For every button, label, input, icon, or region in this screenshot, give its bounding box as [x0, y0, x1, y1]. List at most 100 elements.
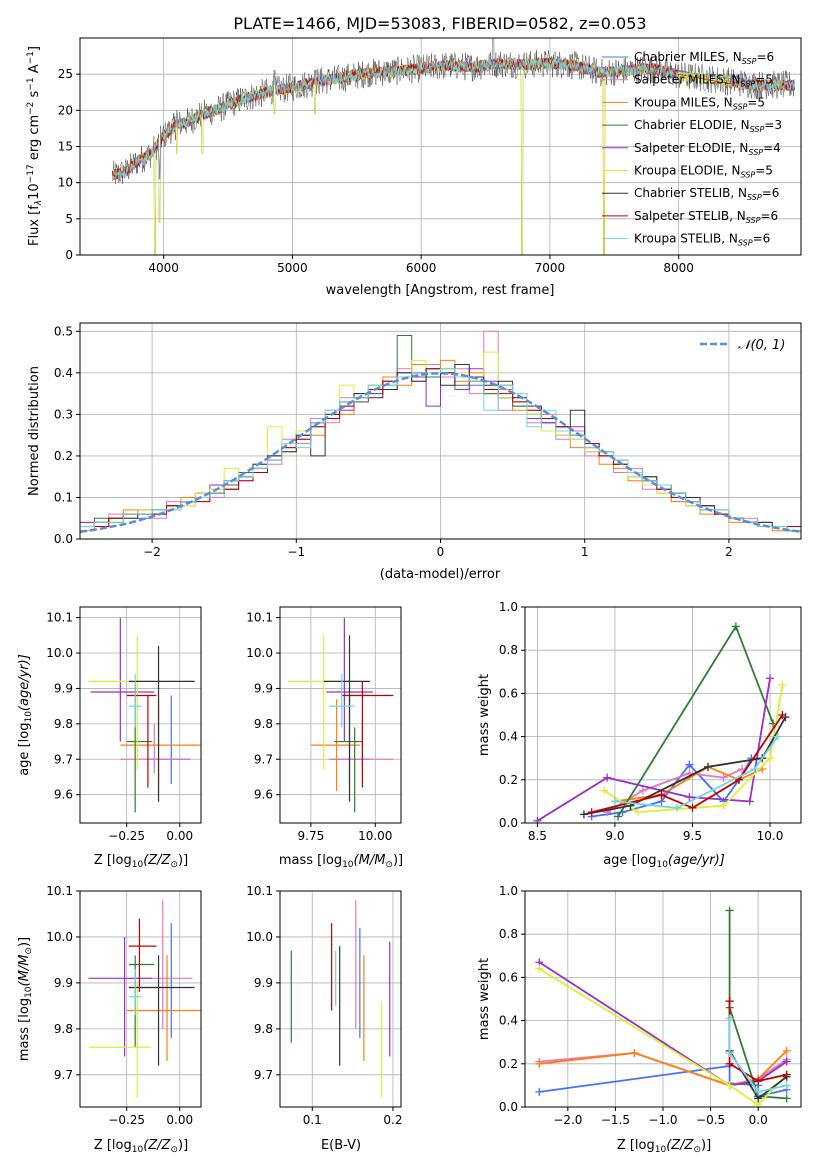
tick-label-x: 0.00 [166, 1113, 193, 1127]
spectrum-ticks: 4000 5000 6000 7000 8000 0 5 10 15 20 25 [58, 67, 694, 275]
legend-label: Kroupa MILES, NSSP=5 [634, 95, 765, 111]
legend-label-text: Kroupa ELODIE, N [634, 164, 741, 178]
mass-vs-Z-xlabel-end: )] [178, 1138, 188, 1153]
legend-label-sub: SSP [750, 125, 765, 134]
plus-marker [535, 1059, 544, 1068]
legend-label-text: Chabrier MILES, N [634, 50, 742, 64]
tick-label-y: 0 [65, 248, 73, 262]
plus-marker [579, 810, 588, 819]
tick-label-x: 0.1 [303, 1113, 322, 1127]
tick-label-y: 0.6 [499, 686, 518, 700]
tick-label-x: −1.5 [601, 1113, 630, 1127]
age-vs-Z-ylabel-main: age [log [17, 723, 32, 776]
tick-label-y: 0.0 [499, 816, 518, 830]
tick-label-x: −2 [143, 545, 161, 559]
tick-label-y: 20 [58, 103, 73, 117]
legend-label-sub: SSP [741, 171, 756, 180]
weight-line-5 [538, 968, 788, 1106]
legend-label: Chabrier ELODIE, NSSP=3 [634, 118, 782, 134]
mass-vs-Z-points [88, 900, 201, 1098]
spectrum-title: PLATE=1466, MJD=53083, FIBERID=0582, z=0… [233, 14, 646, 33]
plus-marker [778, 711, 787, 719]
plus-marker [657, 790, 666, 799]
mass-vs-Z-frame [79, 890, 202, 1108]
legend-label-val: =6 [760, 209, 778, 223]
mass-vs-ebv-points [290, 900, 391, 1098]
age-vs-Z-frame [79, 606, 202, 824]
mass-vs-ebv-ticks: 0.1 0.2 9.7 9.8 9.9 10.0 10.1 [246, 884, 402, 1127]
tick-label-y: 25 [58, 67, 73, 81]
age-vs-Z-xlabel-rest: (Z/Z [143, 853, 171, 868]
age-vs-Z-ylabel-rest: (age/yr)] [17, 654, 32, 711]
spectrum-ylabel-rest3: s [27, 90, 42, 101]
plus-marker [533, 816, 542, 823]
plus-marker [778, 680, 787, 689]
tick-label-x: −0.5 [696, 1113, 725, 1127]
spectrum-ylabel-exp2: −2 [26, 102, 36, 115]
legend-label: Salpeter STELIB, NSSP=6 [634, 209, 778, 225]
tick-label-y: 0.4 [54, 366, 73, 380]
plus-marker [685, 793, 694, 802]
weight-vs-age-xlabel-main: age [log [603, 853, 656, 868]
mass-vs-Z-grid [80, 890, 201, 1107]
plus-marker [725, 1049, 734, 1057]
tick-label-y: 9.9 [54, 976, 73, 990]
plus-marker [731, 622, 740, 631]
weight-line-5 [603, 684, 784, 814]
age-vs-mass-xlabel-sub: 10 [342, 860, 354, 870]
legend-label-val: =5 [747, 95, 765, 109]
weight-vs-Z-xlabel-sub: 10 [655, 1145, 667, 1155]
tick-label-x: 8.5 [528, 829, 547, 843]
residuals-grid [80, 323, 801, 540]
legend-label: Kroupa STELIB, NSSP=6 [634, 232, 770, 248]
legend-label-text: Salpeter MILES, N [634, 73, 741, 87]
age-vs-Z-grid [80, 607, 201, 823]
legend-label-sub: SSP [746, 216, 761, 225]
plus-marker [782, 1070, 791, 1079]
plus-marker [672, 803, 681, 812]
tick-label-y: 0.8 [499, 927, 518, 941]
age-vs-Z-xlabel-main: Z [log [94, 853, 132, 868]
spectrum-line-2 [111, 57, 795, 255]
tick-label-x: 7000 [535, 261, 566, 275]
age-vs-mass-ticks: 9.75 10.00 9.6 9.7 9.8 9.9 10.0 10.1 [246, 611, 392, 843]
histogram-8 [80, 368, 801, 539]
tick-label-y: 1.0 [499, 884, 518, 898]
tick-label-x: 4000 [148, 261, 179, 275]
age-vs-Z-ylabel: age [log10(age/yr)] [17, 654, 34, 776]
weight-vs-age-panel: 8.5 9.0 9.5 10.0 0.0 0.2 0.4 0.6 0.8 1.0 age [log… [477, 600, 802, 870]
tick-label-y: 10.1 [246, 884, 273, 898]
residuals-ticks: −2 −1 0 1 2 0.0 0.1 0.2 0.3 0.4 0.5 [54, 324, 733, 559]
tick-label-y: 9.9 [254, 976, 273, 990]
legend-label-val: =5 [755, 73, 773, 87]
legend-label: Chabrier STELIB, NSSP=6 [634, 186, 779, 202]
tick-label-y: 1.0 [499, 600, 518, 614]
plus-marker [725, 1014, 734, 1023]
mass-vs-ebv-xlabel: E(B-V) [321, 1138, 361, 1153]
age-vs-mass-xlabel-sun: ⊙ [385, 860, 393, 870]
plus-marker [725, 1081, 734, 1090]
age-vs-Z-panel: −0.25 0.009.69.79.89.910.010.1 Z [log10(Z… [17, 606, 202, 870]
plus-marker [773, 732, 782, 741]
legend-label-sub: SSP [747, 193, 762, 202]
age-vs-mass-xlabel-end: )] [393, 853, 403, 868]
legend-label: Chabrier MILES, NSSP=6 [634, 50, 774, 66]
mass-vs-Z-xlabel: Z [log10(Z/Z⊙)] [94, 1138, 188, 1155]
weight-line-3 [617, 624, 774, 817]
legend-label-sub: SSP [742, 57, 757, 66]
plus-marker [765, 674, 774, 683]
age-vs-Z-xlabel-sun: ⊙ [170, 860, 178, 870]
tick-label-y: 0.5 [54, 324, 73, 338]
mass-vs-Z-panel: −0.25 0.009.79.89.910.010.1 Z [log10(Z/Z⊙… [17, 884, 202, 1155]
legend-label-text: Salpeter ELODIE, N [634, 141, 748, 155]
spectrum-ylabel-rest: 10 [27, 183, 42, 200]
weight-vs-age-xlabel-rest: (age/yr)] [668, 853, 725, 868]
weight-line-8 [614, 736, 779, 809]
tick-label-y: 0.0 [54, 532, 73, 546]
tick-label-x: 9.5 [683, 829, 702, 843]
plus-marker [725, 997, 734, 1006]
plus-marker [719, 773, 728, 782]
plus-marker [634, 808, 643, 817]
spectrum-ylabel-end: ] [27, 46, 42, 51]
